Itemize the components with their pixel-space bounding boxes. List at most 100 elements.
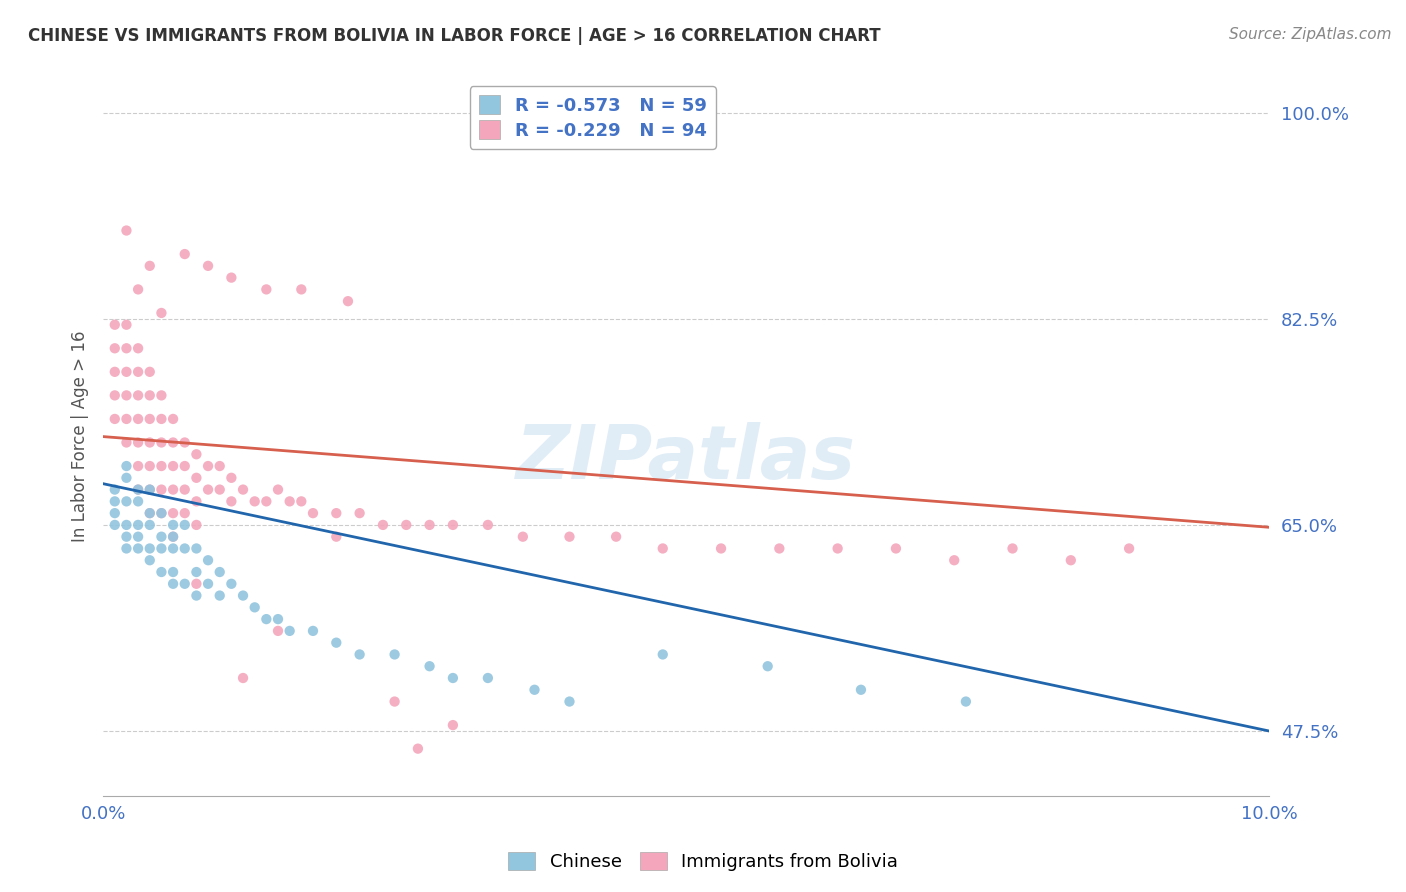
Point <box>384 648 406 662</box>
Point <box>162 530 184 544</box>
Point <box>197 259 219 273</box>
Point <box>162 506 184 520</box>
Point <box>232 671 254 685</box>
Point <box>173 506 195 520</box>
Point <box>127 412 149 426</box>
Point <box>349 648 371 662</box>
Point <box>768 541 790 556</box>
Point <box>127 517 149 532</box>
Point <box>115 412 138 426</box>
Point <box>162 483 184 497</box>
Point <box>477 517 499 532</box>
Point <box>186 589 208 603</box>
Point <box>139 458 162 473</box>
Point <box>395 517 418 532</box>
Point <box>173 435 195 450</box>
Point <box>104 412 127 426</box>
Point <box>558 694 581 708</box>
Point <box>419 659 441 673</box>
Point <box>162 435 184 450</box>
Point <box>127 530 149 544</box>
Point <box>150 506 173 520</box>
Point <box>104 365 127 379</box>
Point <box>197 483 219 497</box>
Point <box>115 530 138 544</box>
Point <box>325 530 347 544</box>
Point <box>651 541 673 556</box>
Point <box>384 694 406 708</box>
Point <box>232 483 254 497</box>
Point <box>150 541 173 556</box>
Point <box>139 553 162 567</box>
Point <box>325 506 347 520</box>
Point <box>419 517 441 532</box>
Point <box>104 341 127 355</box>
Point <box>441 671 464 685</box>
Point <box>150 506 173 520</box>
Point <box>162 541 184 556</box>
Point <box>104 388 127 402</box>
Point <box>127 458 149 473</box>
Point <box>208 565 231 579</box>
Point <box>115 517 138 532</box>
Point <box>267 612 290 626</box>
Point <box>254 494 277 508</box>
Point <box>1001 541 1024 556</box>
Point <box>208 458 231 473</box>
Point <box>139 541 162 556</box>
Point <box>115 494 138 508</box>
Point <box>139 483 162 497</box>
Point <box>150 412 173 426</box>
Point <box>243 494 266 508</box>
Point <box>104 318 127 332</box>
Point <box>115 341 138 355</box>
Point <box>221 494 243 508</box>
Point <box>139 259 162 273</box>
Point <box>884 541 907 556</box>
Point <box>186 471 208 485</box>
Point <box>278 624 301 638</box>
Point <box>254 282 277 296</box>
Point <box>523 682 546 697</box>
Point <box>441 718 464 732</box>
Point <box>139 412 162 426</box>
Point <box>150 435 173 450</box>
Point <box>1060 553 1083 567</box>
Text: CHINESE VS IMMIGRANTS FROM BOLIVIA IN LABOR FORCE | AGE > 16 CORRELATION CHART: CHINESE VS IMMIGRANTS FROM BOLIVIA IN LA… <box>28 27 880 45</box>
Legend: R = -0.573   N = 59, R = -0.229   N = 94: R = -0.573 N = 59, R = -0.229 N = 94 <box>470 87 716 149</box>
Point <box>558 530 581 544</box>
Point <box>115 365 138 379</box>
Point <box>371 517 394 532</box>
Point <box>115 435 138 450</box>
Point <box>254 612 277 626</box>
Point <box>197 576 219 591</box>
Point <box>208 589 231 603</box>
Point <box>186 541 208 556</box>
Point <box>139 506 162 520</box>
Point <box>115 458 138 473</box>
Point <box>186 447 208 461</box>
Point <box>290 494 312 508</box>
Point <box>197 458 219 473</box>
Point <box>127 341 149 355</box>
Point <box>173 247 195 261</box>
Point <box>150 388 173 402</box>
Point <box>162 517 184 532</box>
Point <box>827 541 849 556</box>
Point <box>512 530 534 544</box>
Text: ZIPatlas: ZIPatlas <box>516 422 856 495</box>
Point <box>943 553 966 567</box>
Y-axis label: In Labor Force | Age > 16: In Labor Force | Age > 16 <box>72 331 89 542</box>
Point <box>232 589 254 603</box>
Point <box>127 282 149 296</box>
Point <box>115 471 138 485</box>
Point <box>1047 830 1070 844</box>
Point <box>756 659 779 673</box>
Point <box>139 435 162 450</box>
Point <box>162 412 184 426</box>
Point <box>139 483 162 497</box>
Point <box>605 530 627 544</box>
Point <box>186 576 208 591</box>
Point <box>267 624 290 638</box>
Point <box>208 483 231 497</box>
